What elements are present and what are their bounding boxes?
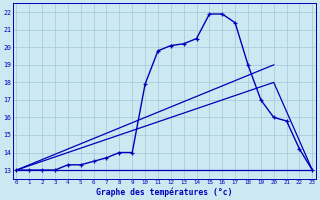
X-axis label: Graphe des températures (°c): Graphe des températures (°c) xyxy=(96,187,233,197)
